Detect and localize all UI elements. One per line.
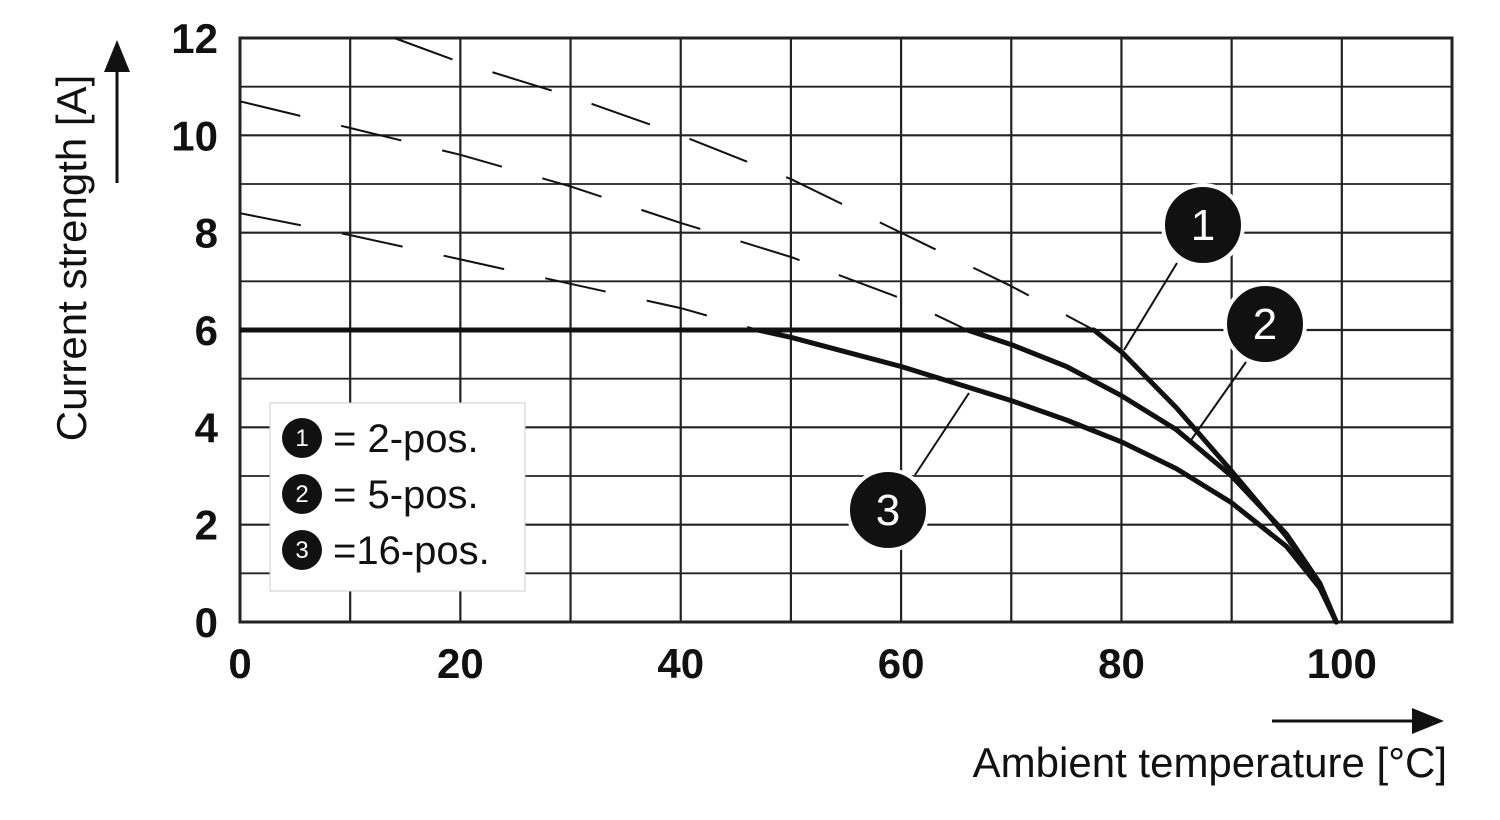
legend-marker-3 [282,530,322,570]
callout-3-badge [846,468,930,552]
legend-marker-2-number: 2 [295,481,308,508]
y-tick-label: 8 [195,210,218,257]
callout-2-leader [1188,361,1247,444]
callout-1: 1 [1123,183,1245,351]
legend-item-2: 2 = 5-pos. [282,473,479,517]
legend-item-1: 1 = 2-pos. [282,417,479,461]
y-tick-label: 6 [195,307,218,354]
y-tick-labels: 0 2 4 6 8 10 12 [171,15,218,646]
x-axis-label: Ambient temperature [°C] [973,739,1447,786]
legend-item-3: 3 =16-pos. [282,529,490,573]
y-tick-label: 12 [171,15,218,62]
legend-marker-1-number: 1 [295,425,308,452]
legend-label-3: =16-pos. [333,529,490,573]
x-tick-label: 20 [437,640,484,687]
x-tick-label: 40 [657,640,704,687]
callout-3-number: 3 [876,486,900,535]
curve-callouts: 1 2 3 [846,183,1307,552]
y-tick-label: 2 [195,502,218,549]
callout-2-number: 2 [1253,300,1277,349]
legend: 1 = 2-pos. 2 = 5-pos. 3 =16-pos. [269,402,526,592]
callout-1-leader [1123,262,1178,351]
y-tick-label: 0 [195,599,218,646]
legend-marker-1 [282,418,322,458]
x-axis-arrow [1272,708,1444,734]
x-tick-label: 100 [1307,640,1377,687]
y-tick-label: 4 [195,404,219,451]
x-tick-label: 80 [1098,640,1145,687]
solid-curves [240,327,1339,625]
legend-label-2: = 5-pos. [333,473,479,517]
callout-3: 3 [846,392,970,552]
x-tick-label: 60 [878,640,925,687]
y-tick-label: 10 [171,112,218,159]
curve-3-dashed [239,212,759,331]
callout-3-leader [914,392,970,476]
callout-2: 2 [1188,282,1307,444]
dashed-curves [239,37,1095,331]
legend-marker-2 [282,474,322,514]
y-axis-label: Current strength [A] [48,75,95,442]
curve-1-dashed [393,37,1095,331]
y-axis-arrow [104,40,130,183]
curve-3-solid [755,327,1339,625]
legend-marker-3-number: 3 [295,537,308,564]
callout-1-number: 1 [1191,201,1215,250]
x-tick-labels: 0 20 40 60 80 100 [228,640,1377,687]
legend-label-1: = 2-pos. [333,417,479,461]
x-tick-label: 0 [228,640,251,687]
callout-1-badge [1161,183,1245,267]
callout-2-badge [1223,282,1307,366]
curve-2-solid [964,327,1339,625]
curve-2-dashed [239,100,968,331]
